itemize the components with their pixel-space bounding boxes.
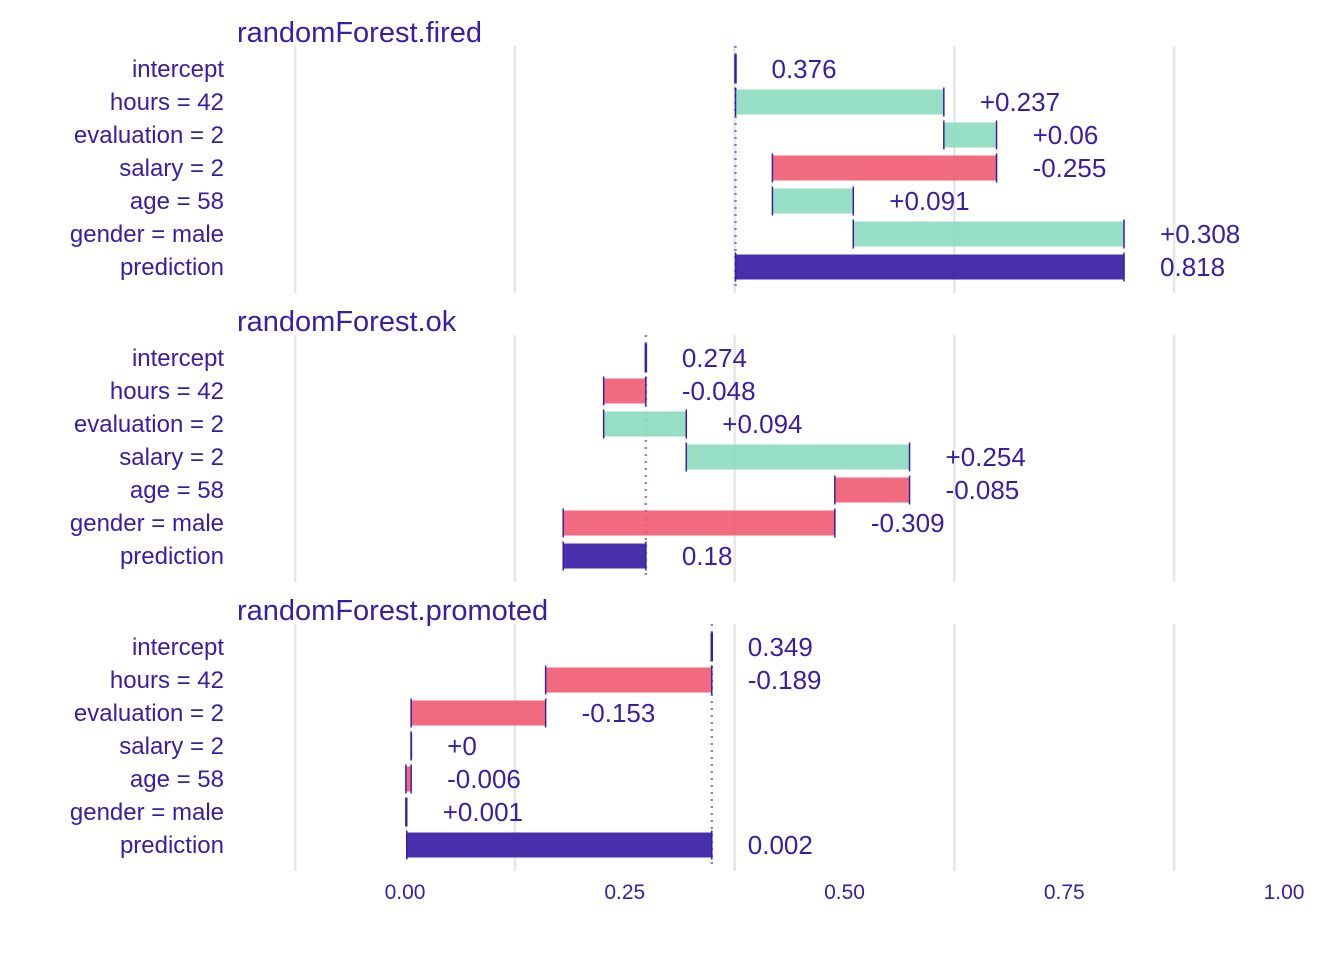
value-label: +0.308 [1160,219,1240,249]
panel-grid [293,624,1176,871]
contribution-bar [772,188,854,214]
contribution-bar [563,510,835,536]
contribution-bar [834,477,910,503]
row-label: prediction [120,543,224,570]
row-label: hours = 42 [110,378,224,405]
panel-title: randomForest.promoted [237,595,548,627]
row-label: prediction [120,832,224,859]
contribution-bar [853,221,1125,247]
panel-title: randomForest.fired [237,17,482,49]
value-label: 0.002 [748,830,813,860]
row-label: age = 58 [130,766,224,793]
x-axis: 0.00 0.25 0.50 0.75 1.00 [385,881,1305,904]
value-label: 0.376 [772,54,837,84]
x-tick-label: 0.00 [385,881,426,904]
value-label: -0.085 [946,475,1020,505]
row-label: salary = 2 [119,733,224,760]
panel-0: randomForest.fired intercept 0.376 hours = … [70,17,1240,290]
x-tick-label: 0.75 [1044,881,1085,904]
value-label: 0.349 [748,632,813,662]
value-label: +0.001 [443,797,523,827]
value-label: +0.237 [980,87,1060,117]
value-label: +0.254 [946,442,1026,472]
x-tick-label: 0.25 [604,881,645,904]
panel-title: randomForest.ok [237,306,457,338]
value-label: +0.094 [722,409,802,439]
value-label: -0.189 [748,665,822,695]
row-label: gender = male [70,221,224,248]
x-tick-label: 0.50 [824,881,865,904]
value-label: +0.06 [1033,120,1099,150]
contribution-bar [943,122,997,148]
row-label: salary = 2 [119,444,224,471]
row-label: age = 58 [130,188,224,215]
panel-1: randomForest.ok intercept 0.274 hours = 42 -… [70,306,1026,579]
value-label: +0 [447,731,477,761]
contribution-bar [563,543,646,569]
contribution-bar [772,155,997,181]
value-label: -0.255 [1033,153,1107,183]
row-label: evaluation = 2 [74,122,224,149]
value-label: -0.309 [871,508,945,538]
contribution-bar [406,832,712,858]
contribution-bar [603,411,687,437]
value-label: 0.18 [682,541,733,571]
row-label: evaluation = 2 [74,700,224,727]
contribution-bar [405,766,412,792]
row-label: intercept [132,56,224,83]
value-label: -0.153 [582,698,656,728]
value-label: -0.048 [682,376,756,406]
row-label: hours = 42 [110,667,224,694]
contribution-bar [735,89,944,115]
row-label: evaluation = 2 [74,411,224,438]
contribution-bar [686,444,910,470]
value-label: 0.818 [1160,252,1225,282]
value-label: -0.006 [447,764,521,794]
panel-grid [293,46,1176,293]
row-label: prediction [120,254,224,281]
value-label: 0.274 [682,343,747,373]
contribution-bar [735,254,1125,280]
row-label: age = 58 [130,477,224,504]
row-label: salary = 2 [119,155,224,182]
row-label: intercept [132,634,224,661]
row-label: gender = male [70,799,224,826]
panel-2: randomForest.promoted intercept 0.349 hours… [70,595,822,868]
grid-layer [293,46,1176,871]
panel-grid [293,335,1176,582]
contribution-bar [545,667,712,693]
value-label: +0.091 [889,186,969,216]
panels-layer: randomForest.fired intercept 0.376 hours = … [70,17,1240,868]
row-label: hours = 42 [110,89,224,116]
contribution-bar [603,378,646,404]
x-tick-label: 1.00 [1264,881,1305,904]
contribution-bar [411,700,546,726]
row-label: gender = male [70,510,224,537]
row-label: intercept [132,345,224,372]
